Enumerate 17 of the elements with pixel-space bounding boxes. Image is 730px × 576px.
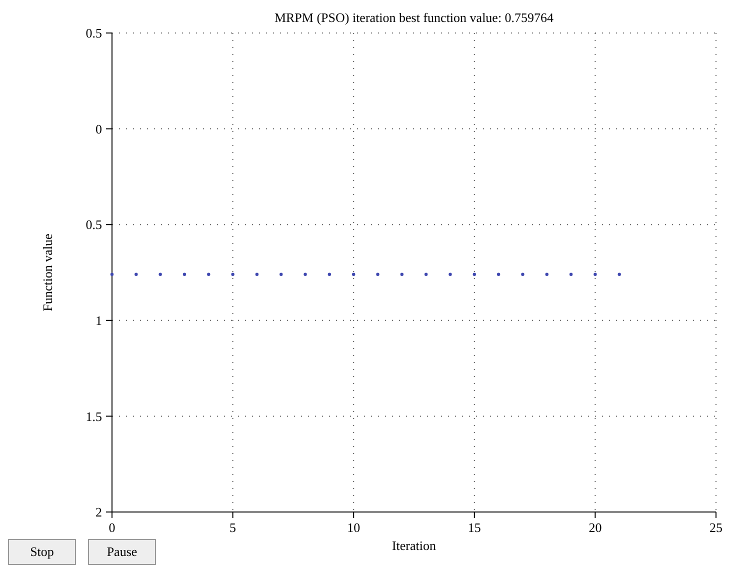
chart-title: MRPM (PSO) iteration best function value: 0.759764 <box>274 10 554 25</box>
y-tick-label: 0 <box>96 121 102 136</box>
x-tick-label: 25 <box>710 520 722 535</box>
x-tick-label: 20 <box>588 520 602 535</box>
y-tick-label: 1.5 <box>86 408 102 424</box>
y-tick-label: 0.5 <box>86 26 102 41</box>
y-tick-label: 2 <box>96 504 102 520</box>
text: Stop <box>8 539 76 565</box>
y-tick-label: 1 <box>96 312 102 328</box>
x-tick-label: 5 <box>230 520 236 535</box>
x-tick-label: 10 <box>347 520 360 535</box>
x-axis-title: Iteration <box>392 538 437 553</box>
x-tick-label: 0 <box>108 520 116 535</box>
text: Pause <box>88 539 156 565</box>
x-tick-label: 15 <box>468 520 481 535</box>
y-tick-label: 0.5 <box>86 217 102 232</box>
y-axis-title: Function value <box>40 233 55 312</box>
